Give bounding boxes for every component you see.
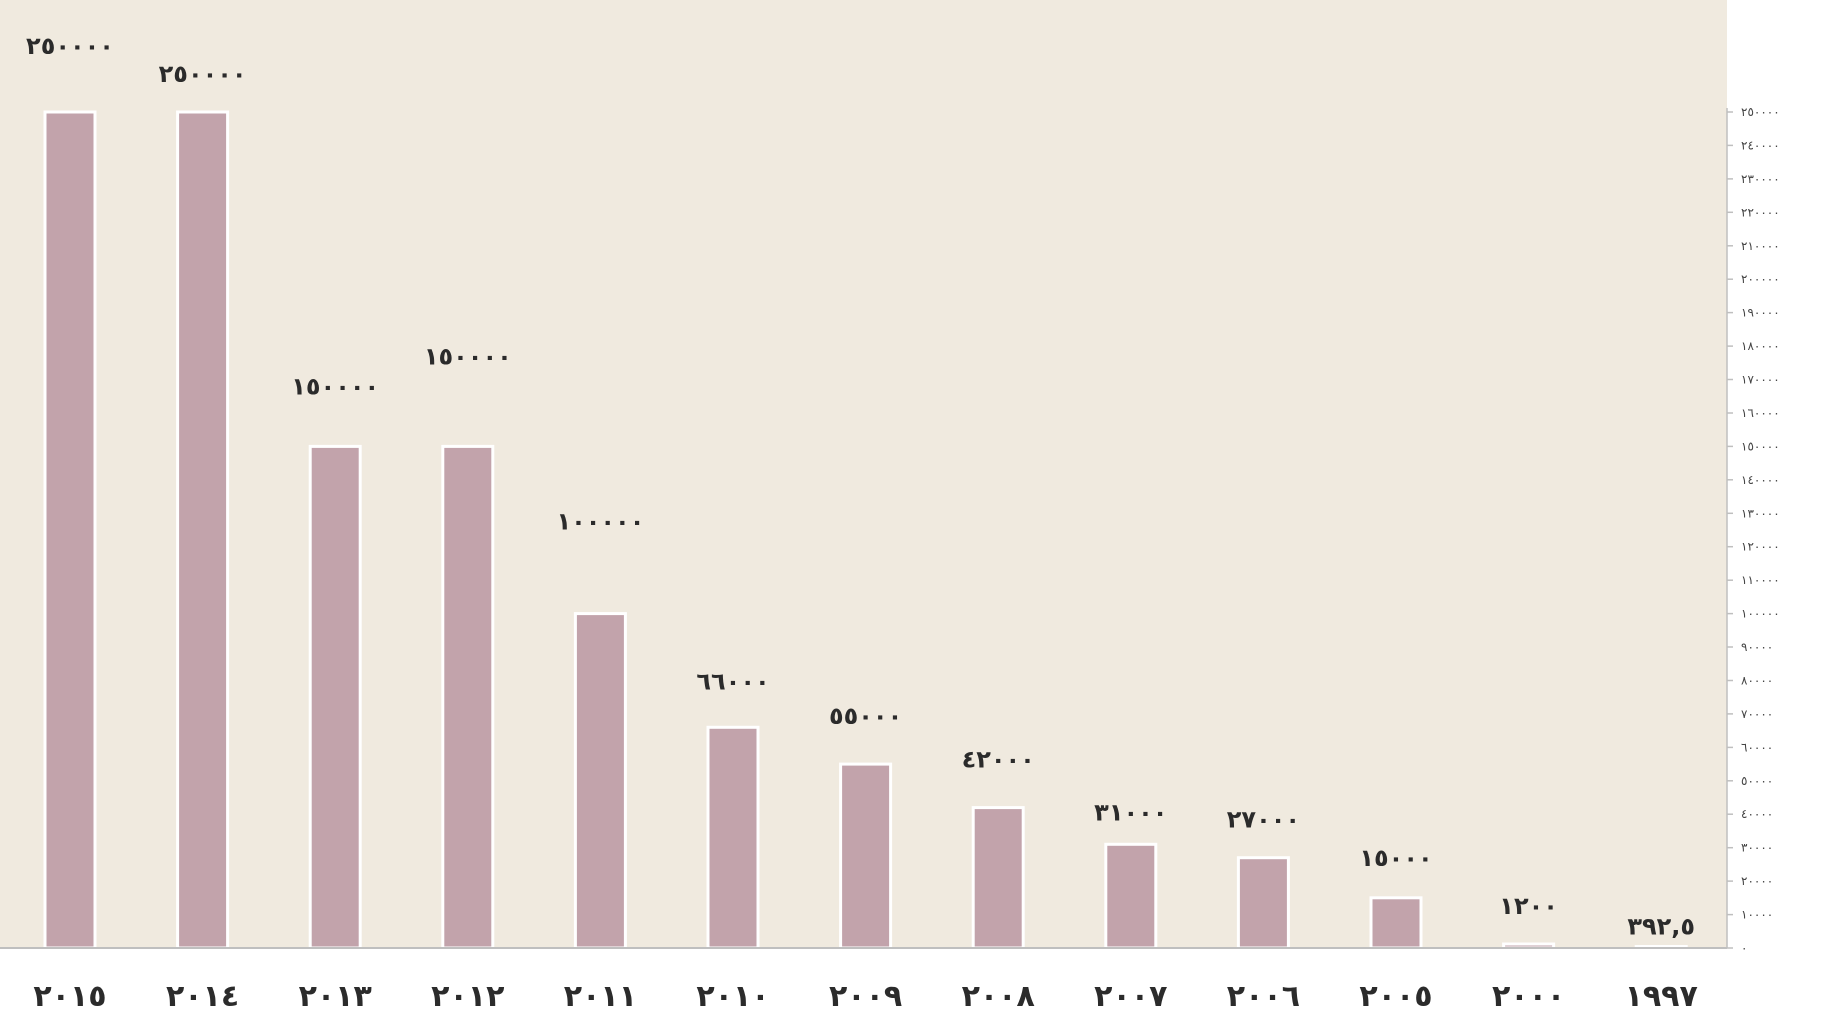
- y-tick-label-25: ٢٥٠٠٠٠: [1741, 105, 1780, 119]
- x-tick-label-1: ٢٠١٤: [166, 979, 239, 1014]
- y-tick-label-9: ٩٠٠٠٠: [1741, 640, 1773, 654]
- data-label-9: ٢٧٠٠٠: [1227, 806, 1300, 834]
- y-tick-label-16: ١٦٠٠٠٠: [1741, 406, 1780, 420]
- bar-10: [1369, 896, 1423, 950]
- x-tick-label-2: ٢٠١٣: [299, 979, 372, 1014]
- y-tick-label-3: ٣٠٠٠٠: [1741, 841, 1773, 855]
- y-tick-label-7: ٧٠٠٠٠: [1741, 707, 1773, 721]
- y-tick-label-14: ١٤٠٠٠٠: [1741, 473, 1780, 487]
- data-label-10: ١٥٠٠٠: [1359, 844, 1432, 872]
- y-tick-label-15: ١٥٠٠٠٠: [1741, 439, 1780, 453]
- bar-5: [706, 725, 760, 950]
- y-tick-label-21: ٢١٠٠٠٠: [1741, 239, 1780, 253]
- data-label-5: ٦٦٠٠٠: [696, 667, 769, 695]
- x-tick-label-10: ٢٠٠٥: [1359, 979, 1432, 1014]
- y-tick-label-24: ٢٤٠٠٠٠: [1741, 138, 1780, 152]
- data-label-3: ١٥٠٠٠٠: [424, 342, 512, 370]
- y-tick-label-18: ١٨٠٠٠٠: [1741, 339, 1780, 353]
- data-label-11: ١٢٠٠: [1499, 892, 1558, 920]
- y-tick-label-12: ١٢٠٠٠٠: [1741, 540, 1780, 554]
- bar-0: [43, 110, 97, 950]
- bar-1: [176, 110, 230, 950]
- bars-group: [43, 110, 1688, 950]
- x-tick-label-6: ٢٠٠٩: [829, 979, 902, 1014]
- y-tick-label-4: ٤٠٠٠٠: [1741, 807, 1773, 821]
- y-tick-label-22: ٢٢٠٠٠٠: [1741, 205, 1780, 219]
- x-tick-label-5: ٢٠١٠: [696, 979, 769, 1014]
- data-label-7: ٤٢٠٠٠: [962, 746, 1035, 774]
- y-tick-label-10: ١٠٠٠٠٠: [1741, 607, 1780, 621]
- data-label-8: ٣١٠٠٠: [1094, 798, 1167, 826]
- bar-7: [971, 806, 1025, 950]
- y-tick-label-6: ٦٠٠٠٠: [1741, 740, 1773, 754]
- x-tick-label-12: ١٩٩٧: [1625, 979, 1698, 1014]
- bar-3: [441, 444, 495, 950]
- y-tick-label-17: ١٧٠٠٠٠: [1741, 373, 1780, 387]
- x-tick-labels-group: ٢٠١٥ ٢٠١٤ ٢٠١٣ ٢٠١٢ ٢٠١١ ٢٠١٠ ٢٠٠٩ ٢٠٠٨ ٢٠٠٧ ٢٠٠٦…: [33, 979, 1697, 1014]
- data-label-1: ٢٥٠٠٠٠: [159, 60, 247, 88]
- y-tick-label-20: ٢٠٠٠٠٠: [1741, 272, 1780, 286]
- data-label-6: ٥٥٠٠٠: [829, 702, 902, 730]
- y-tick-label-1: ١٠٠٠٠: [1741, 908, 1773, 922]
- bar-4: [573, 612, 627, 950]
- bar-2: [308, 444, 362, 950]
- x-tick-label-7: ٢٠٠٨: [962, 979, 1035, 1014]
- data-label-2: ١٥٠٠٠٠: [291, 372, 379, 400]
- data-label-0: ٢٥٠٠٠٠: [26, 32, 114, 60]
- y-tick-label-23: ٢٣٠٠٠٠: [1741, 172, 1780, 186]
- y-axis-group: ٠ ١٠٠٠٠ ٢٠٠٠٠ ٣٠٠٠٠ ٤٠٠٠٠ ٥٠٠٠٠ ٦٠٠٠٠ ٧٠٠٠٠ ٨٠٠٠…: [1726, 105, 1780, 955]
- x-tick-label-8: ٢٠٠٧: [1094, 979, 1167, 1014]
- x-tick-label-3: ٢٠١٢: [431, 979, 504, 1014]
- y-tick-label-0: ٠: [1741, 941, 1747, 955]
- y-tick-label-13: ١٣٠٠٠٠: [1741, 506, 1780, 520]
- value-labels-group: ٢٥٠٠٠٠ ٢٥٠٠٠٠ ١٥٠٠٠٠ ١٥٠٠٠٠ ١٠٠٠٠٠ ٦٦٠٠٠ ٥٥٠٠٠…: [26, 32, 1695, 941]
- y-tick-label-8: ٨٠٠٠٠: [1741, 674, 1773, 688]
- y-tick-label-11: ١١٠٠٠٠: [1741, 573, 1780, 587]
- x-tick-label-9: ٢٠٠٦: [1227, 979, 1300, 1014]
- bar-9: [1236, 856, 1290, 950]
- data-label-12: ٣٩٢,٥: [1627, 913, 1695, 941]
- x-tick-label-11: ٢٠٠٠: [1492, 979, 1565, 1014]
- x-tick-label-4: ٢٠١١: [564, 979, 637, 1014]
- data-label-4: ١٠٠٠٠٠: [556, 508, 644, 536]
- y-tick-label-5: ٥٠٠٠٠: [1741, 774, 1773, 788]
- y-tick-label-2: ٢٠٠٠٠: [1741, 874, 1773, 888]
- y-tick-label-19: ١٩٠٠٠٠: [1741, 306, 1780, 320]
- bar-8: [1104, 842, 1158, 950]
- bar-6: [839, 762, 893, 950]
- x-tick-label-0: ٢٠١٥: [33, 979, 106, 1014]
